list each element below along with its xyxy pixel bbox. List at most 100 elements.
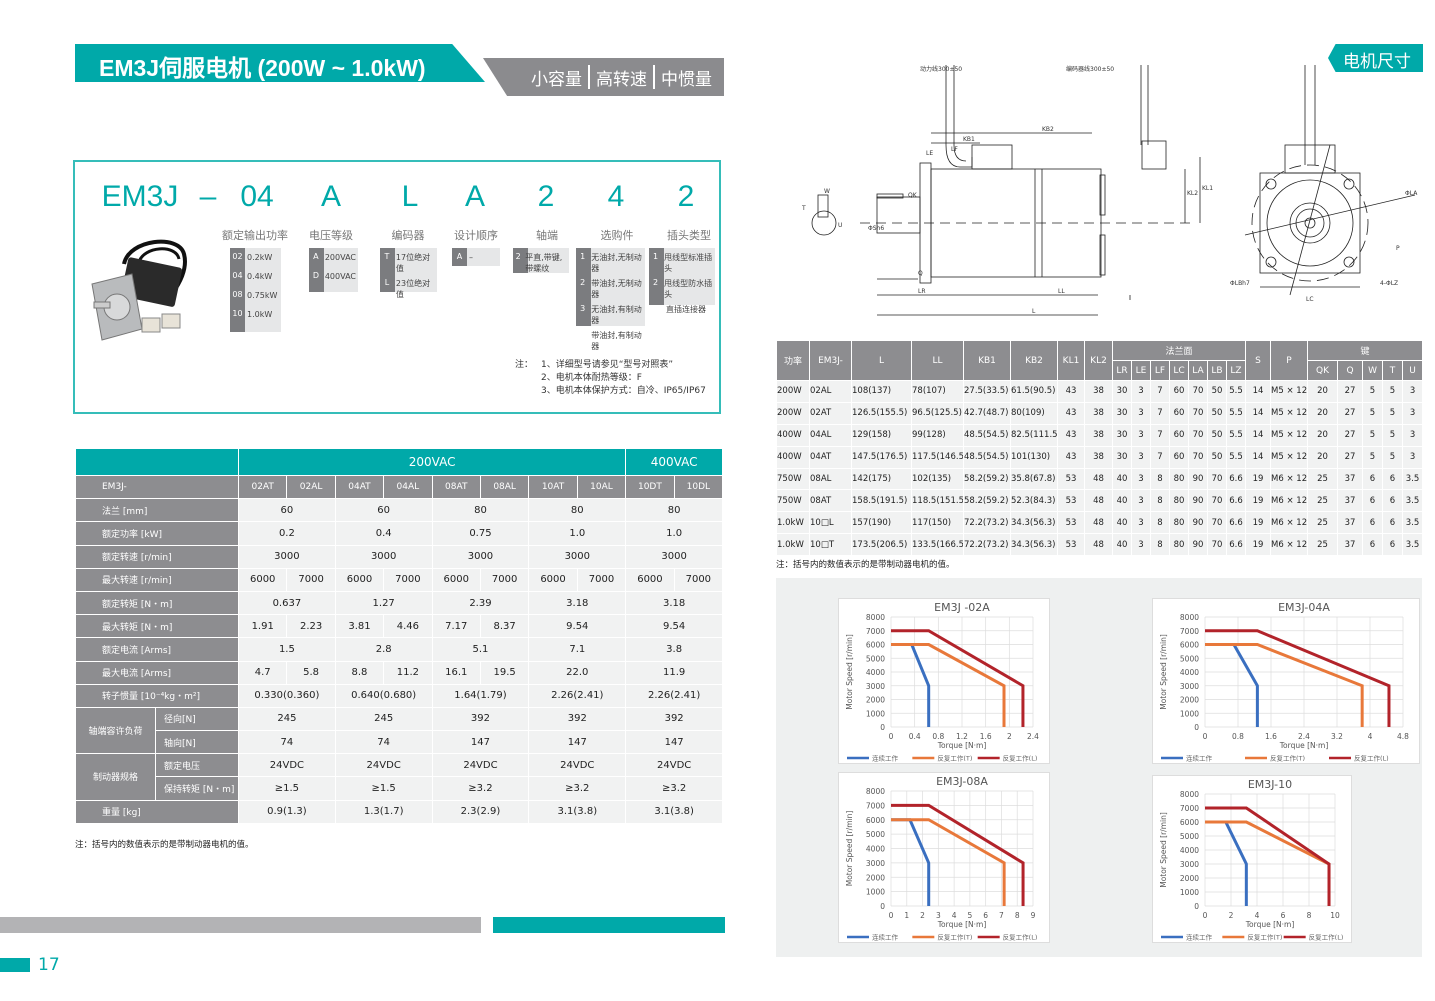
series-line-2	[1205, 806, 1331, 906]
option-box: 1 无油封,无制动器 2 带油封,无制动器 3 无油封,有制动器 4 带油封,有制动器	[576, 248, 645, 351]
dim-cell: 1.0kW	[776, 511, 810, 535]
divider	[653, 65, 655, 89]
note-item: 3、电机本体保护方式：自冷、IP65/IP67	[541, 386, 706, 396]
chart-title: EM3J-04A	[1278, 601, 1330, 614]
spec-row: 重量 [kg] 0.9(1.3) 1.3(1.7) 2.3(2.9) 3.1(3.8) 3…	[75, 799, 724, 824]
option-item: 4 带油封,有制动器	[576, 326, 645, 352]
dim-cell: 117.5(146.5)	[911, 445, 964, 469]
dim-cell: 750W	[776, 467, 810, 491]
spec-value: 6000	[625, 567, 675, 592]
x-tick-label: 4	[1255, 911, 1260, 920]
model-code-segment: –	[199, 180, 217, 213]
dim-cell: 72.2(73.2)	[963, 511, 1011, 535]
dim-cell: 20	[1307, 445, 1339, 469]
dim-subheader: LA	[1188, 360, 1208, 381]
dim-cell: 40	[1112, 511, 1132, 535]
dim-header: 法兰面	[1111, 340, 1247, 361]
dim-subheader: W	[1362, 360, 1384, 381]
feature-tags: 小容量 高转速 中惯量	[483, 58, 724, 96]
dim-cell: 5	[1362, 445, 1384, 469]
series-line-1	[891, 818, 1006, 906]
spec-value: 2.26(2.41)	[528, 683, 627, 708]
dim-lf: LF	[951, 146, 958, 153]
dim-qk: QK	[908, 192, 918, 199]
dim-cell: 27	[1337, 445, 1364, 469]
y-tick-label: 7000	[1180, 804, 1199, 813]
dim-cell: 70	[1188, 401, 1208, 425]
spec-row: 最大转矩 [N・m] 1.91 2.23 3.81 4.46 7.17 8.37 9.54 9.…	[75, 614, 724, 639]
spec-value: 147	[528, 730, 627, 755]
option-item: A 200VAC	[309, 248, 358, 267]
model-code-segment: EM3J	[101, 180, 179, 213]
note-item: 2、电机本体耐热等级：F	[541, 373, 642, 383]
spec-value: 19.5	[479, 660, 530, 685]
x-tick-label: 2	[920, 911, 925, 920]
model-code-label: 选购件	[600, 229, 634, 242]
spec-value: 1.0	[625, 521, 724, 546]
option-item: 02 0.2kW	[230, 248, 281, 267]
spec-value: 0.637	[238, 590, 336, 616]
dim-cell: 3	[1402, 423, 1424, 447]
dim-cell: 25	[1307, 489, 1339, 513]
model-code-segment: L	[401, 180, 419, 213]
dim-cell: 27	[1337, 401, 1364, 425]
dim-cell: 5.5	[1225, 401, 1247, 425]
dim-cell: 60	[1169, 445, 1189, 469]
dim-cell: 6	[1382, 533, 1404, 557]
dim-cell: 34.3(56.3)	[1010, 511, 1058, 535]
option-code: 1	[653, 252, 659, 261]
y-tick-label: 5000	[866, 830, 885, 839]
option-box: 2 平直,带键,带螺纹	[513, 248, 569, 273]
dim-cell: 80	[1169, 467, 1189, 491]
chart-1: EM3J-04A 0 1000 2000 3000 4000 5000 6000 7000 800…	[1152, 598, 1420, 764]
dim-cell: 3	[1131, 380, 1151, 403]
option-strip	[230, 248, 245, 332]
dim-subheader: LB	[1207, 360, 1227, 381]
dim-cell: 90	[1188, 467, 1208, 491]
dim-cell: 6.6	[1225, 511, 1247, 535]
option-code: A	[313, 252, 319, 261]
dim-cell: 19	[1245, 511, 1272, 535]
spec-value: 0.2	[238, 521, 336, 546]
spec-value: ≥3.2	[528, 776, 627, 801]
spec-value: 80	[431, 498, 530, 523]
spec-value: 6000	[334, 567, 385, 592]
option-code: 2	[580, 278, 586, 287]
y-tick-label: 8000	[866, 613, 885, 622]
spec-value: 24VDC	[334, 753, 433, 778]
x-tick-label: 1.6	[980, 732, 992, 741]
model-code-segment: A	[320, 180, 342, 213]
spec-group-label: 制动器规格	[75, 753, 156, 801]
spec-value: 5.8	[286, 660, 336, 685]
y-tick-label: 3000	[1180, 860, 1199, 869]
dim-header: KB2	[1010, 340, 1058, 381]
spec-value: ≥1.5	[238, 776, 336, 801]
option-code: 1	[580, 252, 586, 261]
dim-header: L	[851, 340, 912, 381]
option-item: 3 直插连接器	[649, 300, 715, 319]
dim-cell: 3	[1402, 380, 1424, 403]
spec-row: 额定功率 [kW] 0.2 0.4 0.75 1.0 1.0	[75, 521, 724, 546]
dim-l: L	[1032, 308, 1036, 315]
dim-row: 400W 04AT 147.5(176.5) 117.5(146.5) 48.5(54.…	[776, 445, 1424, 469]
spec-value: 7000	[479, 567, 530, 592]
dim-subheader: Q	[1337, 360, 1364, 381]
y-tick-label: 0	[880, 902, 885, 911]
y-axis-label: Motor Speed [r/min]	[1159, 634, 1168, 710]
x-tick-label: 0	[889, 732, 894, 741]
spec-label: 最大转矩 [N・m]	[75, 614, 239, 639]
option-strip	[309, 248, 324, 292]
dim-cell: 40	[1112, 489, 1132, 513]
x-tick-label: 0.4	[909, 732, 921, 741]
dim-cell: 27	[1337, 380, 1364, 403]
tag-high-speed: 高转速	[596, 69, 647, 90]
option-item: D 400VAC	[309, 267, 358, 286]
dim-cell: 6	[1362, 467, 1384, 491]
legend-label: 反复工作(T)	[1270, 754, 1305, 763]
legend-label: 连续工作	[1186, 933, 1213, 942]
option-code: 10	[232, 309, 243, 318]
legend-label: 连续工作	[872, 933, 899, 942]
dim-cell: 129(158)	[851, 423, 912, 447]
spec-value: 5.1	[431, 637, 530, 662]
spec-value: ≥1.5	[334, 776, 433, 801]
